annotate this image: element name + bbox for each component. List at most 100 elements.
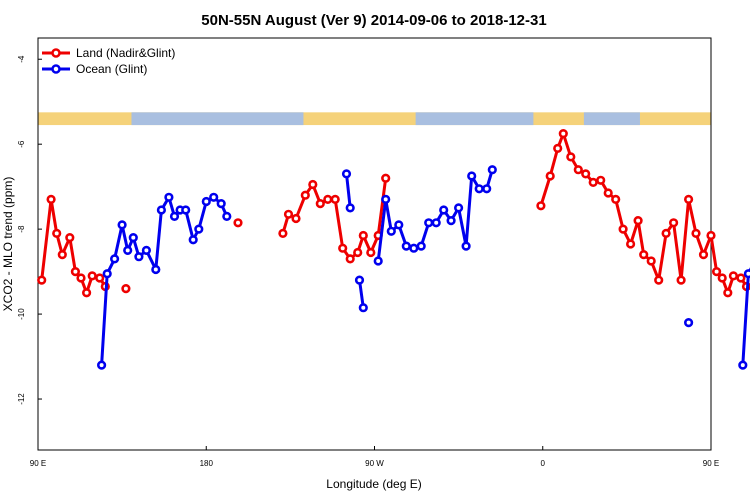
y-tick-label: -8: [17, 225, 26, 233]
legend-ocean-marker: [51, 64, 61, 74]
series-ocean-line: [376, 169, 494, 262]
series-ocean-point: [169, 211, 180, 221]
series-ocean-point: [222, 211, 232, 221]
series-ocean-point: [386, 226, 396, 236]
series-land-point: [633, 216, 643, 226]
series-land-point: [545, 171, 555, 181]
series-land-point: [65, 233, 75, 243]
series-ocean-point: [123, 245, 133, 255]
y-tick-label: -10: [17, 308, 26, 320]
series-land-point: [668, 218, 679, 228]
series-ocean-point: [683, 318, 694, 328]
series-ocean-point: [128, 233, 138, 243]
series-land-point: [711, 267, 722, 277]
series-land-point: [121, 284, 131, 294]
series-ocean-point: [141, 245, 151, 255]
series-land-point: [330, 194, 340, 204]
series-land-point: [381, 173, 391, 183]
series-ocean-point: [194, 224, 204, 234]
series-ocean-point: [416, 241, 426, 251]
x-tick-label: 90 E: [703, 459, 719, 468]
series-land-point: [46, 194, 56, 204]
series-land: [37, 129, 750, 298]
y-tick-label: -12: [17, 393, 26, 405]
series-land-point: [57, 250, 67, 260]
series-ocean-point: [117, 220, 127, 230]
series-ocean-point: [341, 169, 352, 179]
series-land-point: [283, 209, 294, 219]
series-ocean-point: [381, 194, 391, 204]
series-ocean-point: [209, 192, 219, 202]
series-ocean-line: [358, 279, 365, 308]
series-land-point: [698, 250, 709, 260]
y-tick-label: -6: [17, 140, 26, 148]
series-land-point: [52, 228, 62, 238]
series-ocean-point: [102, 269, 112, 279]
series-ocean-point: [151, 264, 161, 275]
series-ocean-point: [743, 269, 750, 279]
series-land-point: [536, 201, 546, 211]
series-ocean-point: [424, 218, 434, 228]
series-land-point: [81, 288, 92, 298]
series-land-point: [717, 273, 727, 283]
series-ocean-point: [409, 243, 419, 253]
series-land-point: [95, 273, 105, 283]
series-land-point: [70, 267, 80, 277]
series-ocean-point: [454, 203, 464, 213]
series-ocean-point: [188, 235, 198, 245]
series-ocean-point: [461, 241, 471, 251]
series-land-point: [683, 194, 694, 204]
y-tick-label: -4: [17, 55, 26, 63]
y-axis-ticks: -12 -10 -8 -6 -4: [17, 55, 42, 405]
x-tick-label: 90 E: [30, 459, 46, 468]
legend-land-label: Land (Nadir&Glint): [76, 46, 175, 60]
series-ocean-point: [134, 252, 144, 262]
series-land-point: [76, 273, 86, 283]
series-layer: [37, 129, 750, 370]
series-ocean-point: [181, 205, 191, 215]
series-ocean-point: [467, 171, 477, 181]
series-land-point: [338, 243, 348, 253]
x-tick-label: 90 W: [365, 459, 384, 468]
series-land-point: [736, 273, 746, 283]
map-strip: [38, 112, 711, 126]
series-land-point: [728, 271, 739, 281]
series-land-point: [366, 247, 376, 258]
map-strip-ocean: [131, 112, 304, 126]
series-land-point: [611, 194, 621, 204]
series-ocean-point: [431, 218, 441, 228]
y-axis-label: XCO2 - MLO trend (ppm): [1, 177, 15, 312]
series-ocean-point: [201, 196, 211, 207]
series-land-point: [625, 239, 636, 249]
legend: Land (Nadir&Glint) Ocean (Glint): [42, 46, 175, 76]
series-land-point: [618, 224, 628, 234]
series-land-point: [323, 194, 333, 204]
series-ocean-point: [216, 199, 226, 209]
series-land-point: [654, 275, 664, 285]
series-land-point: [358, 230, 368, 241]
series-land-point: [315, 199, 325, 209]
series-land-point: [300, 190, 310, 200]
series-ocean-point: [446, 216, 456, 226]
x-axis-label: Longitude (deg E): [326, 477, 421, 491]
series-land-point: [566, 152, 576, 162]
series-land-point: [603, 188, 613, 198]
series-ocean-point: [439, 205, 449, 215]
series-ocean-point: [164, 192, 174, 202]
series-ocean-point: [358, 303, 368, 313]
series-land-point: [87, 271, 97, 281]
series-land-point: [278, 228, 288, 238]
series-ocean-point: [401, 241, 411, 251]
series-ocean-point: [109, 254, 120, 264]
series-land-point: [353, 247, 363, 258]
series-ocean-line: [345, 173, 352, 209]
series-land-point: [646, 256, 656, 266]
series-land-point: [345, 254, 355, 264]
map-strip-ocean: [415, 112, 534, 126]
legend-ocean-label: Ocean (Glint): [76, 62, 147, 76]
series-land-point: [308, 179, 318, 190]
x-tick-label: 180: [200, 459, 214, 468]
series-ocean-point: [738, 360, 748, 370]
